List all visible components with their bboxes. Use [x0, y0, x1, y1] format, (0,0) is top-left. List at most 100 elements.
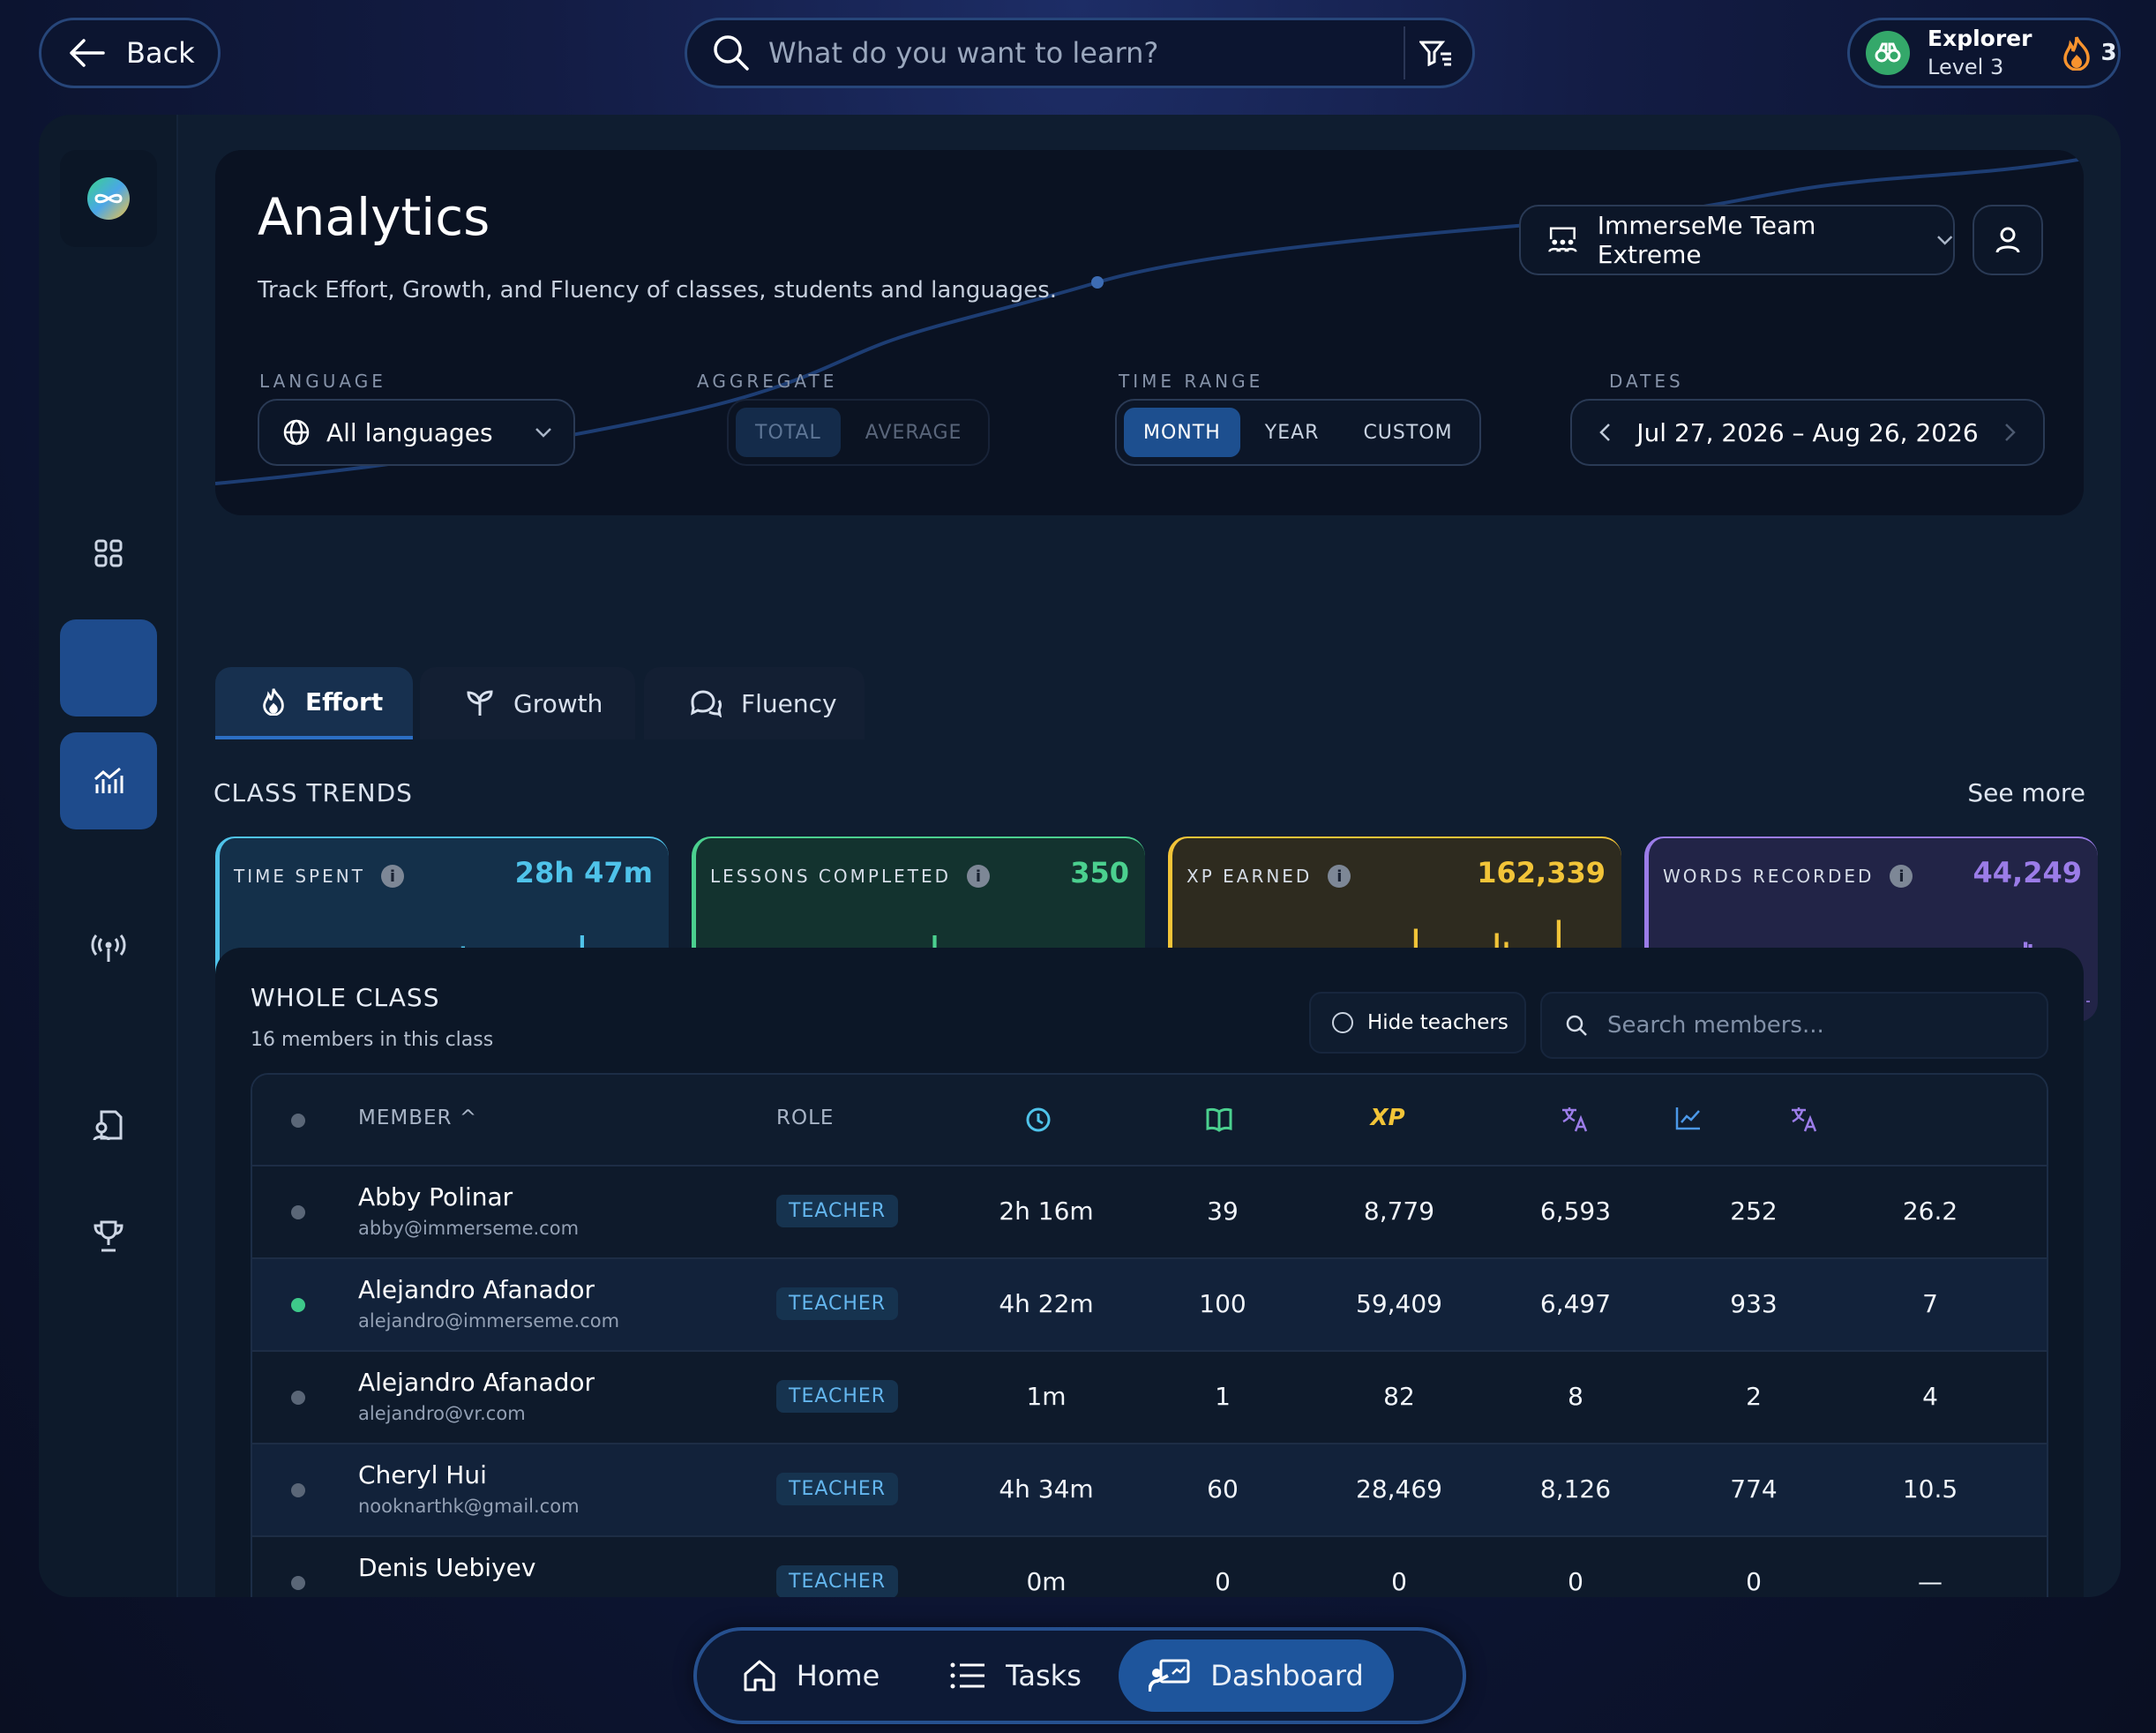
fluency-column-header[interactable] [1789, 1105, 1819, 1137]
words-column-header[interactable] [1560, 1105, 1590, 1137]
nav-dashboard-label: Dashboard [1210, 1659, 1364, 1692]
nav-tasks[interactable]: Tasks [912, 1639, 1119, 1712]
nav-tasks-label: Tasks [1006, 1659, 1082, 1692]
nav-home-label: Home [796, 1659, 880, 1692]
sidebar-item-leaderboard[interactable] [60, 1188, 157, 1285]
trend-card-label-text: WORDS RECORDED [1663, 866, 1875, 887]
member-column-header[interactable]: MEMBER ^ [358, 1107, 478, 1129]
translate-icon [1792, 1107, 1817, 1132]
streak-count: 3 [2100, 40, 2117, 66]
info-icon[interactable]: i [1890, 865, 1913, 888]
whole-class-card: WHOLE CLASS 16 members in this class Hid… [215, 948, 2084, 1597]
table-row[interactable]: Alejandro Afanador alejandro@vr.com TEACHE… [252, 1352, 2047, 1444]
analytics-icon [94, 767, 124, 793]
time-range-option-year[interactable]: YEAR [1264, 421, 1320, 444]
tab-effort[interactable]: Effort [215, 667, 413, 739]
bottom-nav: Home Tasks Dashboard [693, 1627, 1466, 1724]
sidebar-item-overview[interactable] [60, 505, 157, 602]
team-select[interactable]: ImmerseMe Team Extreme [1519, 205, 1955, 275]
member-search-input[interactable]: Search members... [1607, 1012, 1824, 1039]
cell-xp: 82 [1383, 1382, 1415, 1411]
cell-words: 6,497 [1539, 1289, 1612, 1318]
cell-xp: 59,409 [1356, 1289, 1442, 1318]
avatar [1866, 31, 1910, 75]
search-icon [714, 35, 749, 71]
date-range-picker[interactable]: Jul 27, 2026 – Aug 26, 2026 [1570, 399, 2045, 466]
member-name[interactable]: Cheryl Hui [358, 1460, 487, 1489]
whole-class-subtitle: 16 members in this class [251, 1029, 494, 1051]
cell-growth: 774 [1730, 1474, 1778, 1504]
sidebar-item-assignments[interactable] [60, 1077, 157, 1174]
trend-card-label: XP EARNED i [1187, 865, 1351, 888]
nav-home[interactable]: Home [709, 1639, 912, 1712]
cell-growth: 2 [1746, 1382, 1762, 1411]
status-dot [291, 1576, 305, 1590]
sidebar-item-live[interactable] [60, 900, 157, 997]
chat-bubbles-icon [691, 690, 722, 717]
table-row[interactable]: Cheryl Hui nooknarthk@gmail.com TEACHER 4h … [252, 1444, 2047, 1537]
member-email: alejandro@vr.com [358, 1403, 526, 1424]
tab-fluency[interactable]: Fluency [644, 667, 865, 739]
info-icon[interactable]: i [1328, 865, 1351, 888]
member-name[interactable]: Alejandro Afanador [358, 1368, 595, 1397]
growth-column-header[interactable] [1674, 1105, 1703, 1135]
see-more-link[interactable]: See more [1967, 778, 2085, 807]
aggregate-option-total[interactable]: TOTAL [736, 408, 841, 457]
language-select[interactable]: All languages [258, 399, 575, 466]
document-user-icon [93, 1110, 123, 1141]
member-email: alejandro@immerseme.com [358, 1310, 620, 1332]
aggregate-option-average[interactable]: AVERAGE [865, 421, 962, 444]
sidebar-item-analytics[interactable] [60, 732, 157, 829]
hide-teachers-toggle[interactable]: Hide teachers [1309, 992, 1526, 1054]
analytics-header: Analytics Track Effort, Growth, and Flue… [215, 150, 2084, 515]
cell-xp: 28,469 [1356, 1474, 1442, 1504]
trend-card-value: 350 [1070, 856, 1129, 889]
filter-icon [1419, 41, 1451, 66]
table-row[interactable]: Alejandro Afanador alejandro@immerseme.co… [252, 1259, 2047, 1352]
app-logo[interactable] [60, 150, 157, 247]
tab-growth[interactable]: Growth [420, 667, 635, 739]
back-button[interactable]: Back [39, 18, 221, 88]
search-input[interactable]: What do you want to learn? [768, 36, 1159, 70]
time-range-option-custom[interactable]: CUSTOM [1363, 421, 1453, 444]
chevron-left-icon[interactable] [1598, 423, 1611, 442]
cell-xp: 8,779 [1363, 1197, 1435, 1226]
profile-chip[interactable]: Explorer Level 3 3 [1847, 18, 2121, 88]
lessons-column-header[interactable] [1205, 1107, 1233, 1137]
page-subtitle: Track Effort, Growth, and Fluency of cla… [258, 277, 1058, 304]
table-row[interactable]: Abby Polinar abby@immerseme.com TEACHER 2h … [252, 1167, 2047, 1259]
cell-lessons: 39 [1207, 1197, 1239, 1226]
profile-name: Explorer [1928, 26, 2032, 51]
search-bar[interactable]: What do you want to learn? [685, 18, 1475, 88]
time-range-option-month[interactable]: MONTH [1124, 408, 1240, 457]
user-filter-button[interactable] [1973, 205, 2043, 275]
time-range-toggle[interactable]: MONTH YEAR CUSTOM [1115, 399, 1481, 466]
time-column-header[interactable] [1025, 1107, 1052, 1137]
team-name: ImmerseMe Team Extreme [1597, 211, 1816, 269]
aggregate-toggle[interactable]: TOTAL AVERAGE [727, 399, 991, 466]
arrow-left-icon [70, 39, 105, 67]
status-column-dot [291, 1114, 305, 1128]
chevron-right-icon[interactable] [2004, 423, 2017, 442]
info-icon[interactable]: i [966, 865, 990, 888]
language-value: All languages [326, 417, 493, 447]
role-column-header[interactable]: ROLE [776, 1107, 835, 1129]
class-trends-title: CLASS TRENDS [213, 778, 413, 807]
member-name[interactable]: Abby Polinar [358, 1182, 513, 1212]
table-row[interactable]: Denis Uebiyev TEACHER 0m 0 0 0 0 — [252, 1537, 2047, 1597]
cell-fluency: 10.5 [1902, 1474, 1958, 1504]
sidebar [39, 115, 178, 1597]
member-name[interactable]: Alejandro Afanador [358, 1275, 595, 1304]
info-icon[interactable]: i [380, 865, 404, 888]
xp-column-header[interactable]: XP [1370, 1105, 1405, 1131]
filter-button[interactable] [1404, 26, 1467, 79]
nav-dashboard[interactable]: Dashboard [1119, 1639, 1394, 1712]
role-badge: TEACHER [776, 1565, 899, 1597]
flame-icon [263, 688, 284, 716]
trend-card-label: TIME SPENT i [234, 865, 404, 888]
member-name[interactable]: Denis Uebiyev [358, 1553, 536, 1582]
main-panel: Analytics Track Effort, Growth, and Flue… [39, 115, 2121, 1597]
member-search[interactable]: Search members... [1540, 992, 2048, 1059]
radio-icon[interactable] [1332, 1012, 1353, 1033]
aggregate-label: AGGREGATE [697, 371, 838, 392]
